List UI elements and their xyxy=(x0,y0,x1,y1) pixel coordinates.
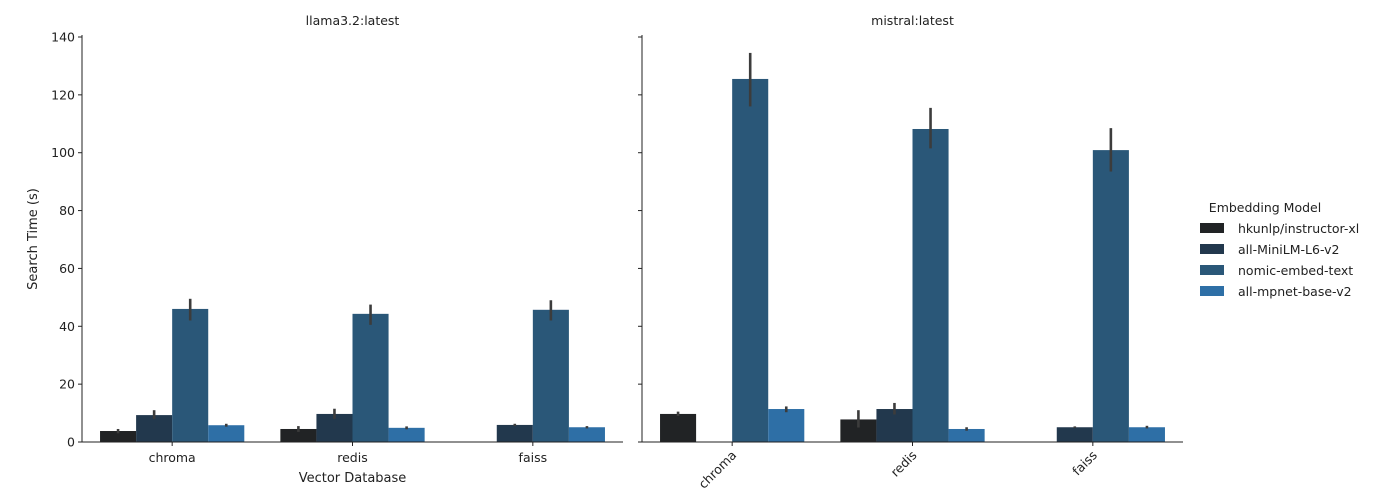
y-tick-label: 0 xyxy=(67,435,75,450)
panel-2: mistral:latest chroma redis faiss xyxy=(638,13,1183,491)
y-tick-label: 60 xyxy=(59,261,75,276)
x-axis-title: Vector Database xyxy=(299,471,407,486)
bar xyxy=(568,427,605,442)
legend-swatch xyxy=(1200,265,1224,275)
x-tick-label: chroma xyxy=(149,450,196,465)
panel-1: llama3.2:latest 0 20 40 60 80 100 120 140 chroma r… xyxy=(51,13,623,486)
legend: Embedding Model hkunlp/instructor-xl all-… xyxy=(1200,200,1359,299)
bar xyxy=(208,425,245,442)
x-tick-label: redis xyxy=(337,450,367,465)
legend-swatch xyxy=(1200,223,1224,233)
legend-swatch xyxy=(1200,244,1224,254)
legend-title: Embedding Model xyxy=(1209,200,1321,215)
bar xyxy=(1056,427,1093,442)
bar xyxy=(768,409,805,442)
y-axis-title: Search Time (s) xyxy=(26,188,41,290)
legend-label: nomic-embed-text xyxy=(1238,263,1353,278)
y-tick-label: 120 xyxy=(51,87,75,102)
bar xyxy=(280,428,317,442)
bar xyxy=(172,308,209,442)
y-tick-label: 20 xyxy=(59,377,75,392)
x-tick-label: faiss xyxy=(1069,448,1100,479)
y-tick-label: 140 xyxy=(51,30,75,45)
bar xyxy=(352,313,389,442)
x-tick-label: redis xyxy=(887,448,919,480)
bar xyxy=(912,128,949,442)
bar xyxy=(100,431,137,442)
legend-label: all-mpnet-base-v2 xyxy=(1238,284,1352,299)
panel-title: llama3.2:latest xyxy=(306,13,400,28)
y-tick-label: 80 xyxy=(59,203,75,218)
legend-label: all-MiniLM-L6-v2 xyxy=(1238,242,1339,257)
legend-label: hkunlp/instructor-xl xyxy=(1238,221,1359,236)
bar xyxy=(732,78,769,443)
panel-title: mistral:latest xyxy=(871,13,954,28)
x-tick-label: faiss xyxy=(519,450,548,465)
bar xyxy=(1092,150,1129,442)
bar xyxy=(532,309,569,442)
y-tick-label: 40 xyxy=(59,319,75,334)
bar xyxy=(660,413,697,442)
bar xyxy=(840,419,877,442)
bar xyxy=(136,415,173,442)
bar xyxy=(1128,427,1165,442)
y-tick-label: 100 xyxy=(51,145,75,160)
bar xyxy=(948,428,985,442)
x-tick-label: chroma xyxy=(695,448,739,492)
legend-swatch xyxy=(1200,286,1224,296)
bar xyxy=(496,424,533,442)
bar xyxy=(388,427,425,442)
